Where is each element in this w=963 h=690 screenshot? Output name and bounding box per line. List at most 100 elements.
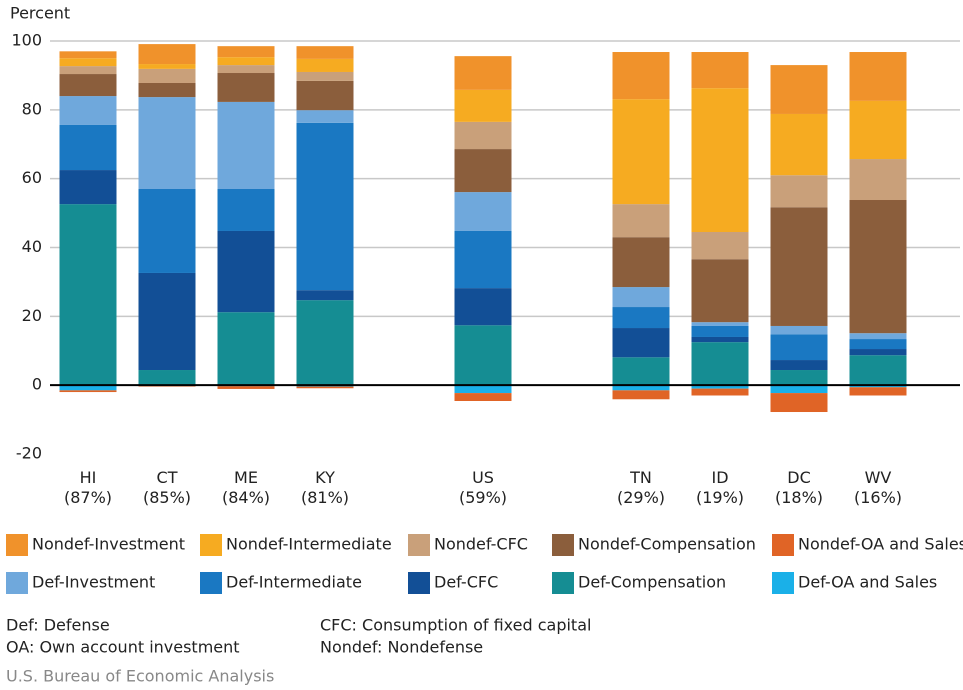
bar-segment (691, 336, 749, 343)
bar-segment (691, 322, 749, 326)
bar-segment (454, 56, 512, 90)
bar-segment (849, 159, 907, 201)
bar-segment (296, 80, 354, 111)
bar-segment (612, 357, 670, 386)
bar-segment (770, 175, 828, 208)
y-tick-label: 20 (22, 306, 42, 325)
bar-segment (217, 312, 275, 386)
bar-segment (454, 149, 512, 193)
x-tick-line: TN (629, 468, 652, 487)
x-tick-line: (18%) (775, 488, 823, 507)
bar-segment (770, 334, 828, 361)
bar-segment (454, 385, 512, 394)
bar-segment (59, 390, 117, 393)
legend-swatch (772, 572, 794, 594)
bar-segment (849, 349, 907, 356)
x-tick-label: CT (85%) (143, 468, 191, 507)
bar-segment (612, 328, 670, 358)
x-tick-label: WV (16%) (854, 468, 902, 507)
x-tick-line: HI (80, 468, 97, 487)
x-tick-label: KY (81%) (301, 468, 349, 507)
bar-segment (612, 390, 670, 400)
x-tick-line: DC (787, 468, 811, 487)
bar-segment (612, 237, 670, 288)
y-tick-label: -20 (16, 444, 42, 463)
legend-label: Def-Investment (32, 573, 155, 592)
bar-segment (691, 342, 749, 386)
bar-segment (691, 259, 749, 323)
legend-label: Nondef-Investment (32, 535, 185, 554)
note: Nondef: Nondefense (320, 638, 483, 657)
bar-segment (849, 387, 907, 396)
bar-segment (59, 204, 117, 386)
legend-label: Def-CFC (434, 573, 498, 592)
bar-segment (612, 307, 670, 329)
bar-segment (59, 170, 117, 205)
legend-label: Def-Intermediate (226, 573, 362, 592)
bar-segment (296, 386, 354, 389)
bar-segment (296, 71, 354, 81)
bar-segment (138, 97, 196, 189)
x-tick-label: TN (29%) (617, 468, 665, 507)
x-tick-line: (16%) (854, 488, 902, 507)
bar-segment (612, 204, 670, 238)
bar-segment (138, 272, 196, 371)
x-tick-line: US (472, 468, 494, 487)
bar-segment (59, 51, 117, 59)
bar-segment (138, 188, 196, 273)
bar-segment (770, 113, 828, 176)
legend-swatch (772, 534, 794, 556)
x-tick-label: US (59%) (459, 468, 507, 507)
bar-segment (296, 300, 354, 386)
x-tick-line: ID (711, 468, 728, 487)
legend-label: Nondef-Intermediate (226, 535, 392, 554)
legend-swatch (552, 572, 574, 594)
x-tick-line: WV (865, 468, 892, 487)
x-tick-line: (19%) (696, 488, 744, 507)
bar-segment (691, 388, 749, 396)
x-tick-line: (29%) (617, 488, 665, 507)
bar-segment (296, 46, 354, 59)
bar-segment (217, 386, 275, 389)
bar-segment (849, 100, 907, 160)
bar-segment (296, 122, 354, 291)
bar-segment (612, 287, 670, 308)
bar-segment (217, 57, 275, 66)
x-tick-label: ME (84%) (222, 468, 270, 507)
bar-segment (296, 110, 354, 123)
note: Def: Defense (6, 616, 110, 635)
bar-segment (59, 124, 117, 171)
bar-segment (849, 385, 907, 388)
bar-segment (138, 385, 196, 387)
bar-segment (849, 355, 907, 386)
bar-segment (770, 207, 828, 326)
bar-segment (770, 325, 828, 335)
bar-segment (454, 288, 512, 326)
bar-segment (138, 64, 196, 69)
bar-segment (849, 333, 907, 340)
bar-segment (612, 385, 670, 391)
legend-swatch (200, 534, 222, 556)
legend-swatch (552, 534, 574, 556)
bar-segment (770, 370, 828, 386)
note: CFC: Consumption of fixed capital (320, 616, 591, 635)
x-tick-line: (84%) (222, 488, 270, 507)
y-tick-label: 40 (22, 237, 42, 256)
bar-segment (217, 46, 275, 58)
legend-label: Def-Compensation (578, 573, 726, 592)
x-tick-line: (85%) (143, 488, 191, 507)
bar-segment (59, 96, 117, 125)
bar-segment (849, 52, 907, 101)
legend-swatch (408, 534, 430, 556)
x-tick-line: CT (157, 468, 178, 487)
legend-swatch (6, 534, 28, 556)
bar-segment (217, 101, 275, 189)
x-tick-line: (87%) (64, 488, 112, 507)
x-tick-label: HI (87%) (64, 468, 112, 507)
legend-swatch (408, 572, 430, 594)
y-tick-label: 100 (11, 31, 42, 50)
bar-segment (454, 230, 512, 289)
bar-segment (454, 121, 512, 150)
bar-segment (296, 290, 354, 301)
